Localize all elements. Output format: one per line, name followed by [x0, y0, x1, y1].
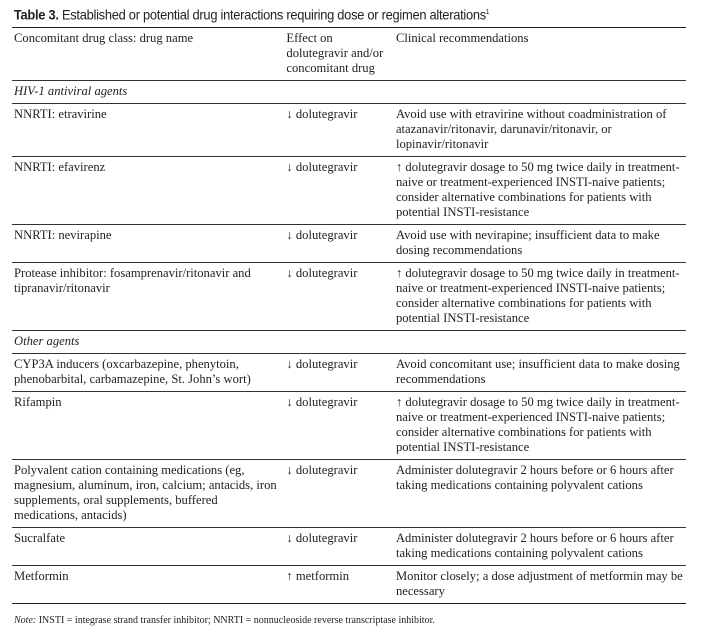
table-row: Rifampin ↓ dolutegravir ↑ dolutegravir dos… — [12, 391, 686, 460]
effect-cell: ↓ dolutegravir — [286, 106, 358, 121]
table-row: Metformin ↑ metformin Monitor closely; a d… — [12, 565, 686, 604]
table-title-text: Established or potential drug interactio… — [61, 6, 486, 23]
drug-name-cell: Sucralfate — [14, 530, 66, 545]
note-label: Note: — [14, 614, 37, 626]
effect-cell: ↓ dolutegravir — [286, 394, 358, 409]
section-title: Other agents — [14, 333, 80, 348]
effect-cell: ↓ dolutegravir — [286, 530, 358, 545]
table-row: Protease inhibitor: fosamprenavir/ritona… — [12, 262, 686, 331]
recommendation-cell: Avoid use with etravirine without coadmi… — [395, 106, 667, 151]
table-row: CYP3A inducers (oxcarbazepine, phenytoin… — [12, 353, 686, 392]
recommendation-cell: ↑ dolutegravir dosage to 50 mg twice dai… — [395, 265, 680, 325]
drug-name-cell: NNRTI: nevirapine — [14, 227, 112, 242]
effect-cell: ↓ dolutegravir — [286, 462, 358, 477]
drug-name-cell: Polyvalent cation containing medications… — [14, 462, 277, 522]
note-text: INSTI = integrase strand transfer inhibi… — [36, 614, 435, 626]
section-row: HIV-1 antiviral agents — [12, 80, 686, 104]
drug-interactions-table: Concomitant drug class: drug name Effect… — [12, 26, 686, 604]
recommendation-cell: ↑ dolutegravir dosage to 50 mg twice dai… — [395, 159, 680, 219]
effect-cell: ↓ dolutegravir — [286, 159, 358, 174]
drug-name-cell: Protease inhibitor: fosamprenavir/ritona… — [14, 265, 251, 295]
effect-cell: ↑ metformin — [286, 568, 350, 583]
recommendation-cell: Administer dolutegravir 2 hours before o… — [395, 462, 674, 492]
drug-name-cell: NNRTI: efavirenz — [14, 159, 106, 174]
header-effect: Effect on dolutegravir and/or concomitan… — [286, 30, 384, 75]
drug-name-cell: NNRTI: etravirine — [14, 106, 107, 121]
effect-cell: ↓ dolutegravir — [286, 265, 358, 280]
table-note: Note: INSTI = integrase strand transfer … — [12, 615, 686, 626]
effect-cell: ↓ dolutegravir — [286, 227, 358, 242]
header-recommendation: Clinical recommendations — [395, 30, 529, 45]
recommendation-cell: ↑ dolutegravir dosage to 50 mg twice dai… — [395, 394, 680, 454]
table-row: Sucralfate ↓ dolutegravir Administer dolut… — [12, 527, 686, 566]
recommendation-cell: Avoid concomitant use; insufficient data… — [395, 356, 680, 386]
table-row: NNRTI: nevirapine ↓ dolutegravir Avoid use… — [12, 224, 686, 263]
recommendation-cell: Monitor closely; a dose adjustment of me… — [395, 568, 683, 598]
table-row: NNRTI: efavirenz ↓ dolutegravir ↑ dolutegr… — [12, 156, 686, 225]
recommendation-cell: Avoid use with nevirapine; insufficient … — [395, 227, 660, 257]
table-label: Table 3. — [13, 6, 59, 23]
drug-name-cell: Rifampin — [14, 394, 62, 409]
header-row: Concomitant drug class: drug name Effect… — [12, 27, 686, 81]
drug-name-cell: Metformin — [14, 568, 69, 583]
table-row: NNRTI: etravirine ↓ dolutegravir Avoid use… — [12, 103, 686, 157]
reference-superscript: 1 — [485, 9, 490, 16]
table-row: Polyvalent cation containing medications… — [12, 459, 686, 528]
effect-cell: ↓ dolutegravir — [286, 356, 358, 371]
header-drug: Concomitant drug class: drug name — [14, 30, 194, 45]
drug-name-cell: CYP3A inducers (oxcarbazepine, phenytoin… — [14, 356, 251, 386]
table-title: Table 3. Established or potential drug i… — [12, 4, 632, 24]
section-title: HIV-1 antiviral agents — [14, 83, 128, 98]
recommendation-cell: Administer dolutegravir 2 hours before o… — [395, 530, 674, 560]
table-container: Table 3. Established or potential drug i… — [12, 4, 686, 626]
section-row: Other agents — [12, 330, 686, 354]
